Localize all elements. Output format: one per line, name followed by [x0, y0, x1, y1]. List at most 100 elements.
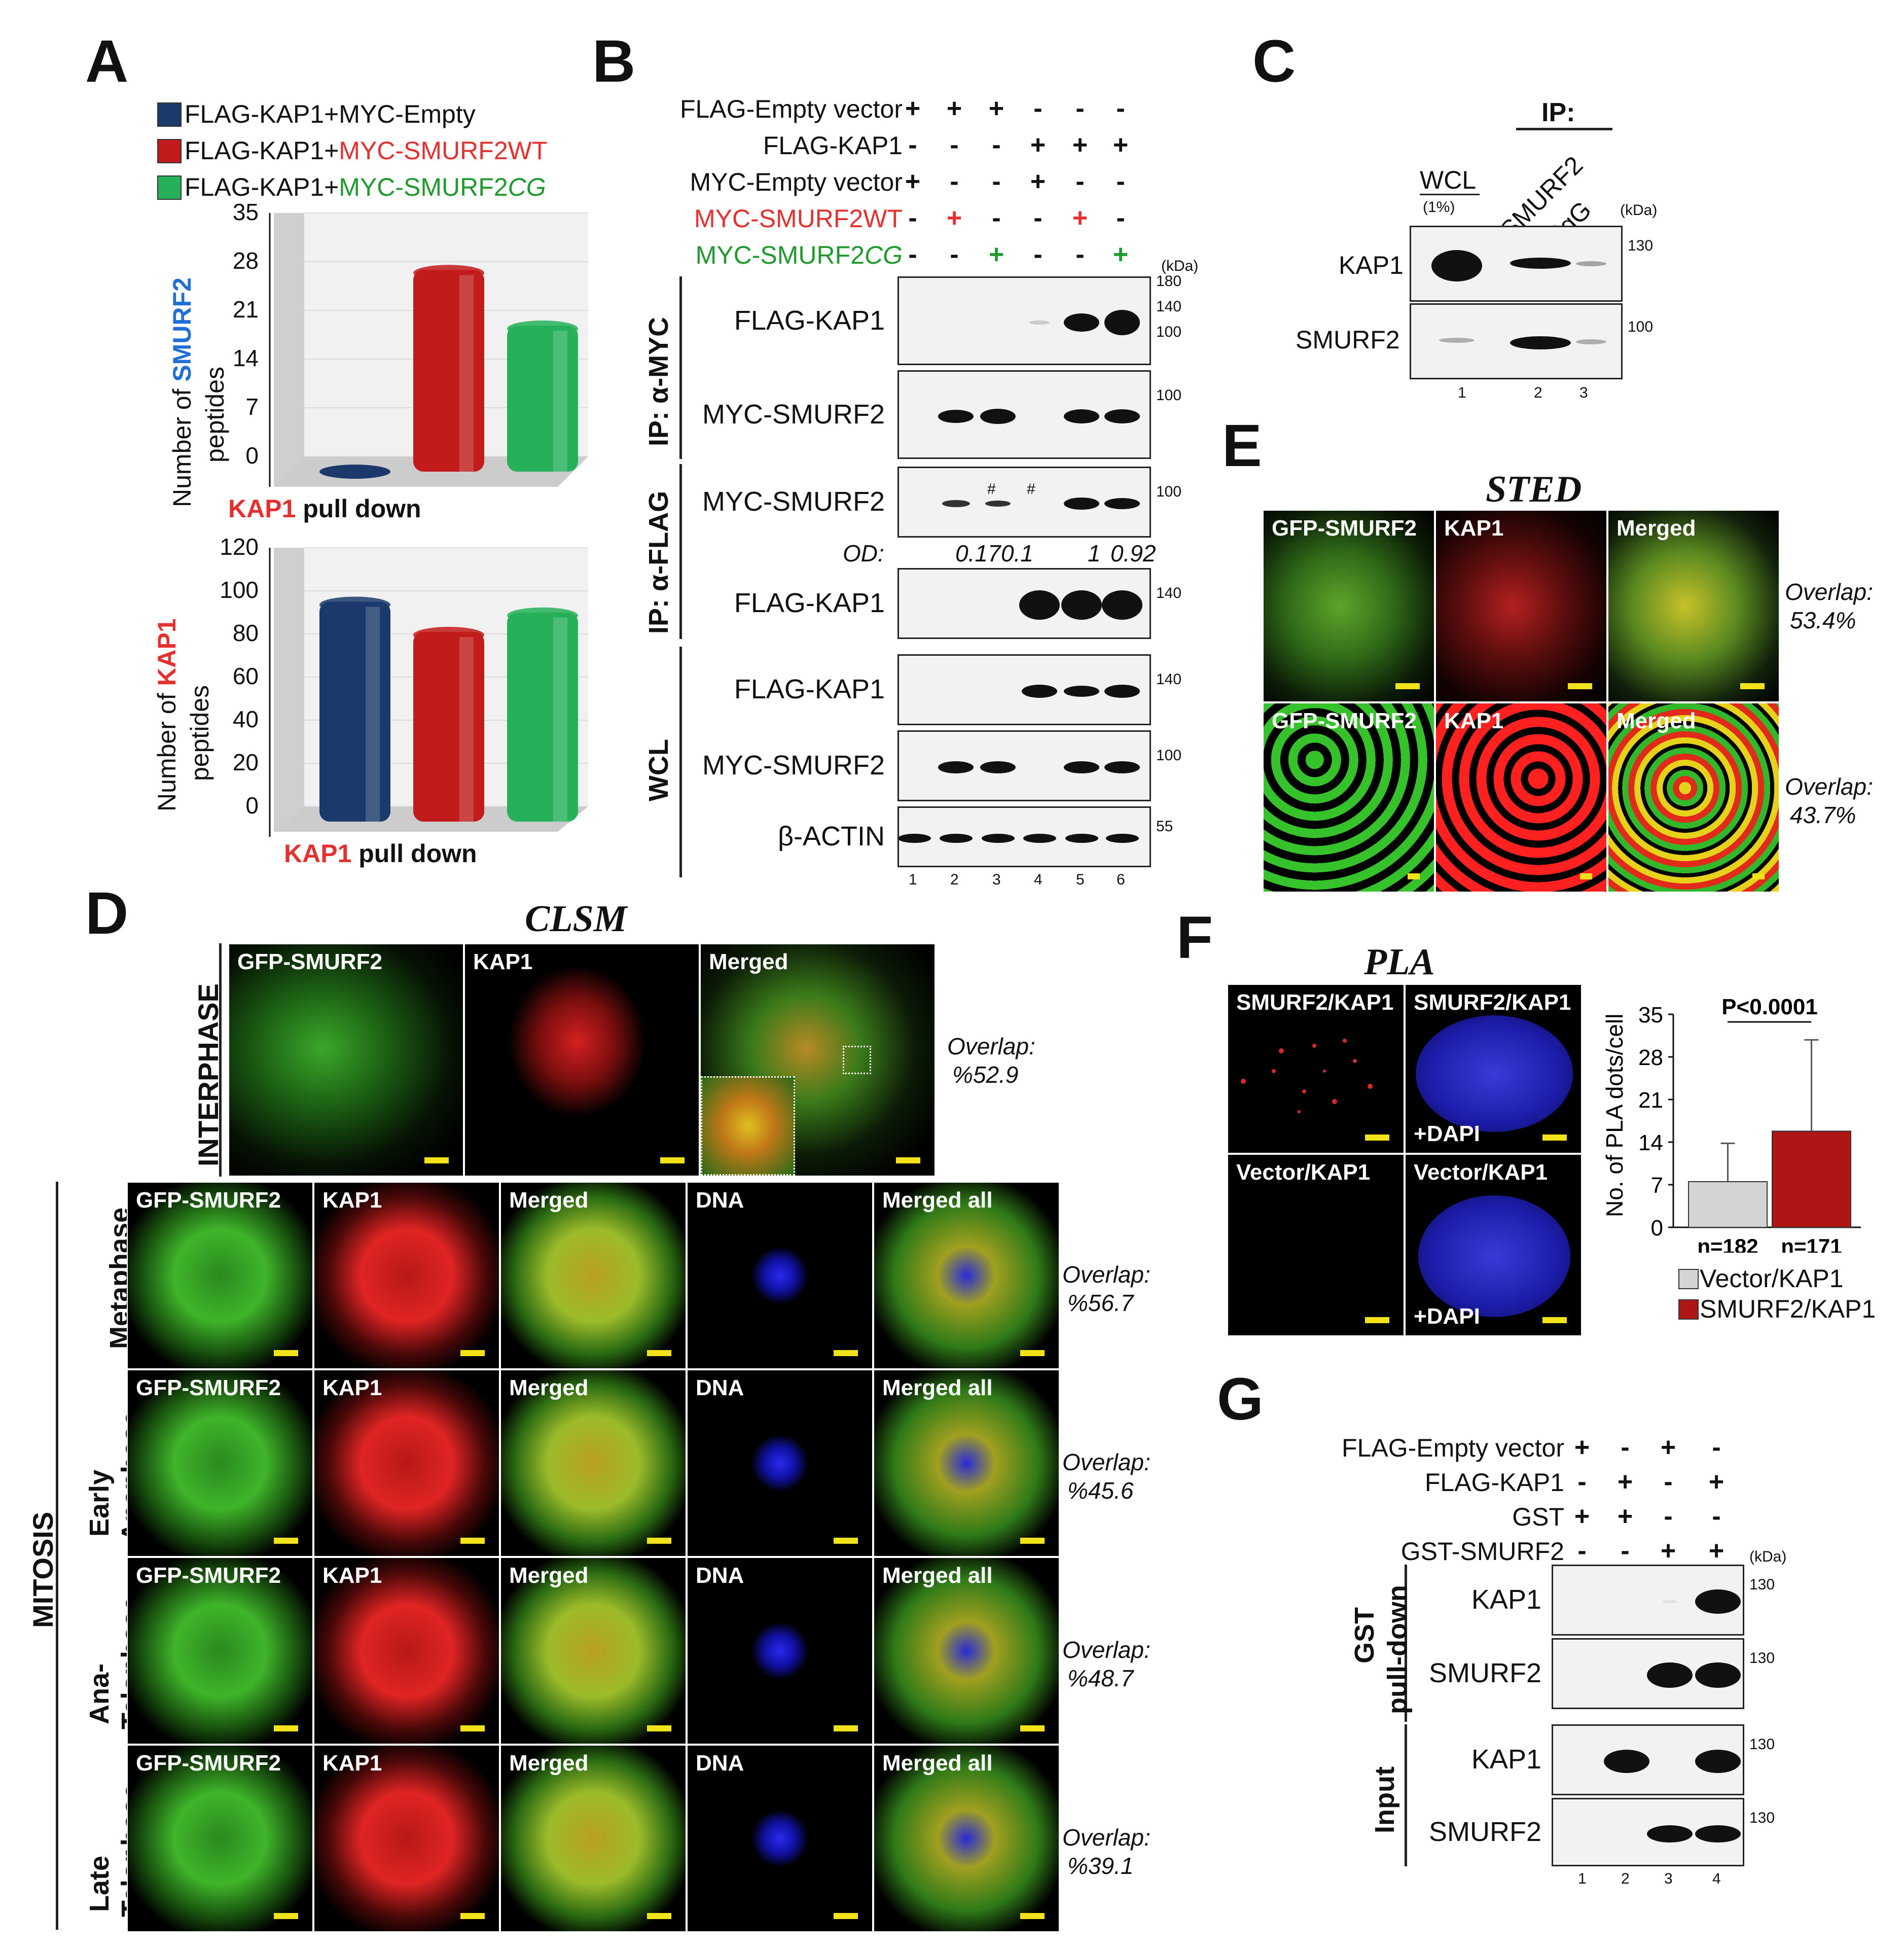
- g-blot-label: KAP1: [1471, 1584, 1541, 1615]
- xlabel-top: KAP1 pull down: [228, 494, 421, 523]
- kda-label-g: (kDa): [1749, 1548, 1787, 1565]
- bar-cap: [507, 607, 578, 624]
- treatment-mark: -: [908, 240, 917, 269]
- g-treatment-mark: -: [1712, 1433, 1721, 1462]
- y-tick-label: 7: [245, 394, 259, 420]
- panel-letter-c: C: [1252, 28, 1296, 95]
- bar: [1688, 1181, 1768, 1228]
- treatment-mark: -: [1033, 203, 1043, 233]
- bar-cap: [413, 627, 484, 643]
- g-mw-marker: 130: [1749, 1810, 1775, 1826]
- wcl-sub: (1%): [1423, 199, 1455, 216]
- y-tick-label: 14: [233, 345, 259, 371]
- blot-label: FLAG-KAP1: [734, 305, 885, 336]
- treatment-mark: +: [988, 240, 1004, 269]
- treatment-mark: -: [908, 203, 917, 233]
- mitosis-tile: KAP1: [313, 1745, 500, 1932]
- mitosis-overlap-label: Overlap:: [1062, 1637, 1151, 1663]
- bracket-gst: [1405, 1565, 1407, 1722]
- kda-label: (kDa): [1161, 258, 1199, 274]
- wcl-underline: [1420, 194, 1480, 195]
- bracket-ip-myc: [679, 276, 682, 459]
- bar-highlight: [553, 331, 567, 472]
- y-tick-label: 14: [1638, 1130, 1663, 1155]
- treatment-mark: +: [1112, 130, 1129, 160]
- legend-swatch-wt: [157, 139, 182, 163]
- ylabel-bottom-peptides: peptides: [186, 685, 214, 781]
- blot-b-6: [897, 730, 1151, 801]
- mitosis-tile: DNA: [687, 1369, 873, 1557]
- lane-number: 4: [1034, 871, 1043, 888]
- y-axis-label: No. of PLA dots/cell: [1601, 1014, 1628, 1217]
- mitosis-bracket: [56, 1182, 58, 1930]
- mitosis-tile: Merged: [500, 1182, 687, 1369]
- treatment-mark: +: [1030, 130, 1046, 160]
- y-tick-label: 28: [1638, 1045, 1663, 1070]
- treatment-mark: +: [1030, 167, 1046, 196]
- xlabel-bottom: KAP1 pull down: [284, 839, 477, 868]
- blot-label: MYC-SMURF2: [702, 486, 885, 517]
- pla-legend-smurf2: SMURF2/KAP1: [1700, 1295, 1876, 1323]
- lane-c-3: 3: [1579, 384, 1588, 401]
- blot-label: β-ACTIN: [777, 821, 885, 852]
- g-blot-label: SMURF2: [1428, 1816, 1541, 1847]
- p-value: P<0.0001: [1721, 995, 1818, 1019]
- bar: [507, 612, 578, 822]
- blot-g-4: [1552, 1798, 1744, 1866]
- bar-highlight: [459, 275, 474, 472]
- g-treatment-label: FLAG-KAP1: [1424, 1468, 1564, 1497]
- g-treatment-mark: +: [1574, 1502, 1590, 1531]
- blot-label: FLAG-KAP1: [734, 588, 885, 618]
- ylabel-top: Number of SMURF2: [168, 277, 196, 507]
- mitosis-overlap-value: %56.7: [1067, 1290, 1134, 1316]
- treatment-mark: -: [950, 240, 959, 269]
- g-treatment-label: GST-SMURF2: [1400, 1537, 1564, 1566]
- g-lane-number: 4: [1712, 1870, 1721, 1887]
- g-blot-label: SMURF2: [1428, 1658, 1541, 1688]
- mitosis-tile: KAP1: [313, 1182, 500, 1369]
- y-tick-label: 20: [233, 749, 259, 775]
- hash-lane3: #: [1027, 481, 1035, 498]
- g-treatment-mark: -: [1664, 1502, 1673, 1531]
- mitosis-tile: GFP-SMURF2: [127, 1745, 313, 1932]
- g-mw-marker: 130: [1749, 1736, 1775, 1753]
- inset-box: [843, 1046, 871, 1074]
- ip-label: IP:: [1541, 98, 1575, 127]
- bar-cap: [507, 321, 578, 337]
- blot-label-smurf2: SMURF2: [1296, 326, 1400, 354]
- stage-label: Late: [84, 1855, 115, 1912]
- treatment-mark: +: [946, 203, 962, 233]
- treatment-mark: -: [992, 167, 1001, 196]
- g-treatment-mark: -: [1577, 1467, 1587, 1497]
- g-treatment-mark: +: [1660, 1433, 1676, 1462]
- group-gst: GST: [1349, 1607, 1380, 1663]
- blot-b-4: [897, 568, 1151, 639]
- sted-overlap-label-bottom: Overlap:: [1785, 773, 1873, 800]
- treatment-mark: -: [1033, 240, 1043, 269]
- g-treatment-mark: +: [1660, 1536, 1676, 1566]
- mitosis-overlap-value: %48.7: [1067, 1665, 1134, 1691]
- bracket-input: [1405, 1724, 1407, 1866]
- panel-letter-g: G: [1217, 1366, 1264, 1433]
- treatment-mark: +: [1072, 130, 1088, 160]
- group-input: Input: [1370, 1766, 1400, 1833]
- lane-number: 1: [909, 871, 917, 888]
- g-lane-number: 3: [1664, 1870, 1673, 1887]
- sted-top-kap1: KAP1: [1435, 510, 1607, 702]
- treatment-mark: +: [1112, 240, 1129, 269]
- y-tick-label: 40: [233, 706, 259, 732]
- treatment-label: MYC-SMURF2WT: [694, 204, 903, 233]
- y-tick-label: 35: [1638, 1003, 1663, 1027]
- group-ip-myc: IP: α-MYC: [643, 316, 674, 446]
- blot-b-3: [897, 467, 1151, 538]
- blot-g-1: [1552, 1565, 1744, 1636]
- mitosis-tile: Merged all: [873, 1745, 1060, 1932]
- y-tick-label: 80: [233, 620, 259, 646]
- g-lane-number: 1: [1578, 1870, 1587, 1887]
- od-lane3: 0.1: [1001, 540, 1033, 566]
- g-treatment-mark: +: [1574, 1433, 1590, 1462]
- pla-smurf2-kap1: SMURF2/KAP1: [1227, 984, 1405, 1154]
- bar: [319, 601, 390, 822]
- mitosis-overlap-label: Overlap:: [1062, 1824, 1151, 1851]
- od-lane2: 0.17: [955, 540, 1001, 566]
